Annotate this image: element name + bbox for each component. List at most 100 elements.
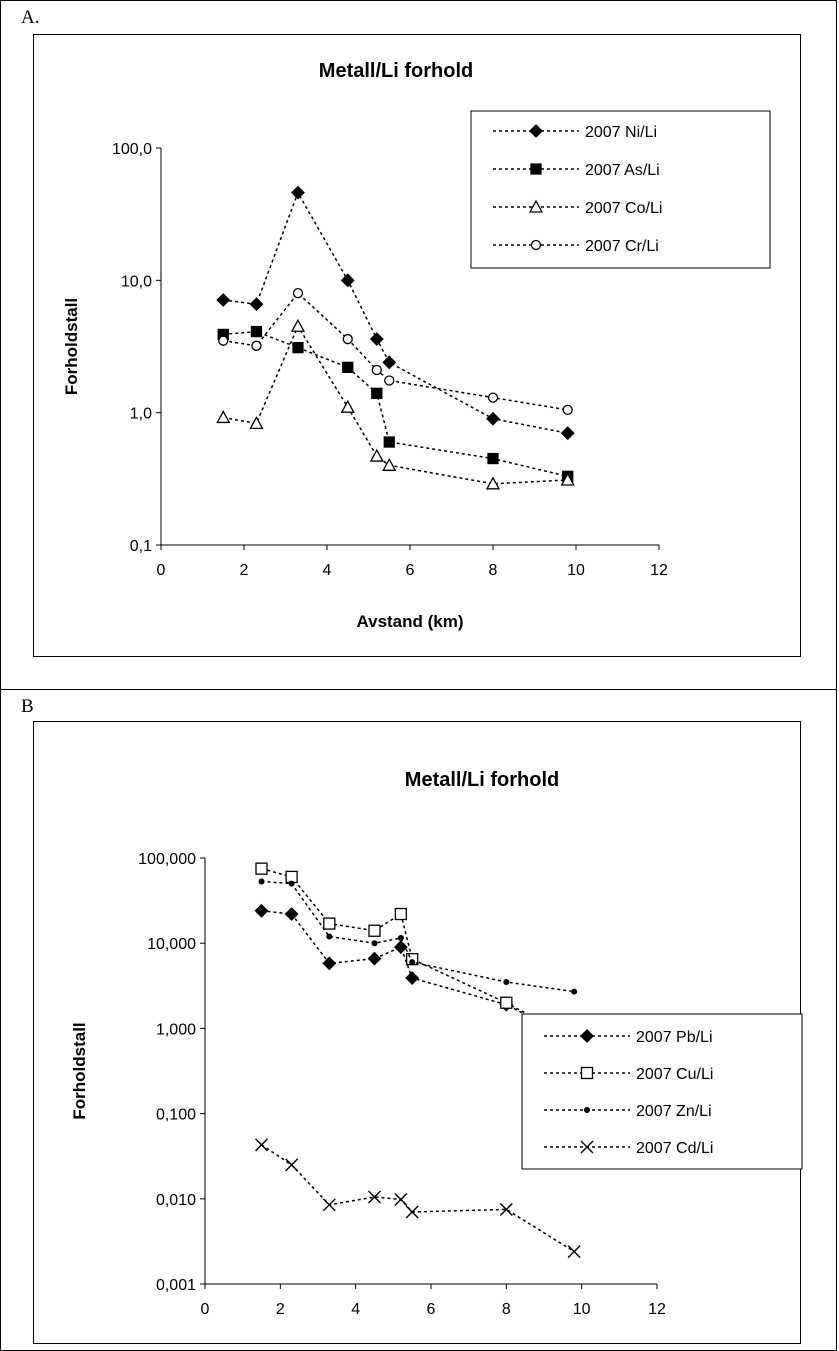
chart-a-series-2007-co-li xyxy=(217,320,573,489)
chart-a-point-2007-ni-li xyxy=(371,333,383,345)
chart-b-y-axis-label: Forholdstall xyxy=(70,1022,89,1119)
chart-b-point-2007-zn-li xyxy=(259,878,265,884)
chart-a-y-tick-label: 10,0 xyxy=(121,273,152,290)
chart-b-legend-label-2007-cd-li: 2007 Cd/Li xyxy=(636,1140,713,1157)
chart-a-point-2007-ni-li xyxy=(487,413,499,425)
chart-b-point-2007-zn-li xyxy=(289,881,295,887)
chart-a-point-2007-cr-li xyxy=(372,366,381,375)
chart-a-point-2007-cr-li xyxy=(563,405,572,414)
chart-b-point-2007-pb-li xyxy=(256,905,268,917)
chart-b-y-tick-label: 0,100 xyxy=(156,1107,196,1124)
chart-b-y-tick-label: 1,000 xyxy=(156,1021,196,1038)
chart-b-point-2007-cd-li xyxy=(568,1246,580,1258)
chart-a-point-2007-cr-li xyxy=(489,393,498,402)
chart-a-point-2007-cr-li xyxy=(293,289,302,298)
panel-b: B Metall/Li forhold 0,001 0,010 0,100 1,000 1… xyxy=(0,689,837,1351)
chart-b-point-2007-zn-li xyxy=(503,979,509,985)
chart-a-point-2007-cr-li xyxy=(385,376,394,385)
chart-a-point-2007-cr-li xyxy=(219,336,228,345)
chart-b-point-2007-cd-li xyxy=(256,1139,268,1151)
chart-a-frame: Metall/Li forhold 0,1 1,0 10,0 100,0 0 2 4 6 8 10 1… xyxy=(33,34,801,657)
chart-a-legend-label-2007-ni-li: 2007 Ni/Li xyxy=(585,124,657,141)
chart-a-point-2007-as-li xyxy=(251,327,261,337)
chart-b-y-tick-label: 0,010 xyxy=(156,1192,196,1209)
chart-a-legend-label-2007-as-li: 2007 As/Li xyxy=(585,162,660,179)
chart-b-point-2007-zn-li xyxy=(571,989,577,995)
chart-a-point-2007-as-li xyxy=(488,454,498,464)
chart-a-point-2007-as-li xyxy=(384,437,394,447)
chart-b: Metall/Li forhold 0,001 0,010 0,100 1,000 10,… xyxy=(34,722,802,1345)
chart-b-point-2007-cu-li xyxy=(501,997,512,1008)
chart-a-legend: 2007 Ni/Li 2007 As/Li 2007 Co/Li 2007 Cr/Li xyxy=(471,111,770,268)
chart-a-y-tick-label: 100,0 xyxy=(112,141,152,158)
chart-a-legend-label-2007-co-li: 2007 Co/Li xyxy=(585,200,662,217)
chart-a-x-axis-label: Avstand (km) xyxy=(356,612,463,631)
chart-a-point-2007-ni-li xyxy=(217,294,229,306)
chart-b-x-tick-label: 4 xyxy=(351,1301,360,1318)
chart-a-point-2007-co-li xyxy=(371,450,383,461)
chart-a-y-tick-label: 1,0 xyxy=(130,406,152,423)
chart-a-x-tick-label: 6 xyxy=(406,562,415,579)
chart-b-point-2007-pb-li xyxy=(395,941,407,953)
chart-b-point-2007-cd-li xyxy=(286,1159,298,1171)
chart-b-point-2007-cu-li xyxy=(395,909,406,920)
chart-b-point-2007-cu-li xyxy=(369,925,380,936)
chart-b-point-2007-cd-li xyxy=(323,1199,335,1211)
chart-a-series-2007-as-li xyxy=(218,327,572,482)
chart-b-legend-marker-2007-cu-li xyxy=(582,1068,593,1079)
chart-a-legend-marker-2007-as-li xyxy=(531,164,541,174)
chart-b-point-2007-zn-li xyxy=(372,940,378,946)
chart-b-point-2007-pb-li xyxy=(406,972,418,984)
chart-a-title: Metall/Li forhold xyxy=(319,60,473,82)
chart-a-x-tick-label: 4 xyxy=(323,562,332,579)
chart-b-legend: 2007 Pb/Li 2007 Cu/Li 2007 Zn/Li 2007 Cd/Li xyxy=(522,1014,802,1169)
chart-a-point-2007-co-li xyxy=(292,320,304,331)
chart-b-point-2007-cu-li xyxy=(256,863,267,874)
chart-b-point-2007-cd-li xyxy=(395,1194,407,1206)
chart-a-legend-label-2007-cr-li: 2007 Cr/Li xyxy=(585,238,659,255)
chart-b-line-2007-zn-li xyxy=(262,882,575,992)
chart-a-point-2007-cr-li xyxy=(252,341,261,350)
chart-a-x-tick-label: 0 xyxy=(157,562,166,579)
chart-a-point-2007-as-li xyxy=(372,388,382,398)
chart-b-y-tick-label: 10,000 xyxy=(147,936,196,953)
chart-b-y-tick-label: 100,000 xyxy=(138,851,196,868)
chart-b-legend-label-2007-pb-li: 2007 Pb/Li xyxy=(636,1029,713,1046)
chart-a: Metall/Li forhold 0,1 1,0 10,0 100,0 0 2 4 6 8 10 1… xyxy=(34,35,802,658)
chart-b-x-tick-label: 8 xyxy=(502,1301,511,1318)
chart-a-x-tick-label: 8 xyxy=(489,562,498,579)
chart-a-point-2007-co-li xyxy=(383,459,395,470)
chart-b-legend-label-2007-zn-li: 2007 Zn/Li xyxy=(636,1103,712,1120)
chart-b-frame: Metall/Li forhold 0,001 0,010 0,100 1,000 10,… xyxy=(33,721,801,1344)
chart-a-point-2007-ni-li xyxy=(562,427,574,439)
chart-a-x-tick-label: 2 xyxy=(240,562,249,579)
chart-b-point-2007-cu-li xyxy=(324,918,335,929)
chart-a-x-tick-label: 10 xyxy=(567,562,585,579)
chart-a-line-2007-cr-li xyxy=(223,293,567,410)
chart-b-point-2007-zn-li xyxy=(326,933,332,939)
chart-a-point-2007-ni-li xyxy=(292,187,304,199)
panel-a-letter: A. xyxy=(21,7,39,29)
chart-a-point-2007-co-li xyxy=(342,401,354,412)
chart-b-x-tick-label: 0 xyxy=(201,1301,210,1318)
chart-a-point-2007-co-li xyxy=(217,411,229,422)
chart-b-point-2007-zn-li xyxy=(398,935,404,941)
chart-a-series-2007-cr-li xyxy=(219,289,572,415)
chart-b-title: Metall/Li forhold xyxy=(405,769,559,791)
chart-b-point-2007-pb-li xyxy=(286,908,298,920)
chart-b-legend-label-2007-cu-li: 2007 Cu/Li xyxy=(636,1066,713,1083)
chart-b-x-tick-label: 10 xyxy=(573,1301,591,1318)
chart-a-point-2007-ni-li xyxy=(342,274,354,286)
chart-b-legend-marker-2007-zn-li xyxy=(584,1107,590,1113)
chart-a-line-2007-co-li xyxy=(223,326,567,484)
chart-a-legend-marker-2007-cr-li xyxy=(532,241,541,250)
chart-a-y-tick-label: 0,1 xyxy=(130,538,152,555)
panel-b-letter: B xyxy=(21,696,34,718)
chart-b-x-tick-label: 2 xyxy=(276,1301,285,1318)
chart-b-point-2007-pb-li xyxy=(369,953,381,965)
chart-a-point-2007-ni-li xyxy=(383,356,395,368)
chart-a-point-2007-co-li xyxy=(250,417,262,428)
chart-a-point-2007-ni-li xyxy=(250,298,262,310)
chart-a-line-2007-as-li xyxy=(223,332,567,477)
chart-a-y-axis-label: Forholdstall xyxy=(62,298,81,395)
